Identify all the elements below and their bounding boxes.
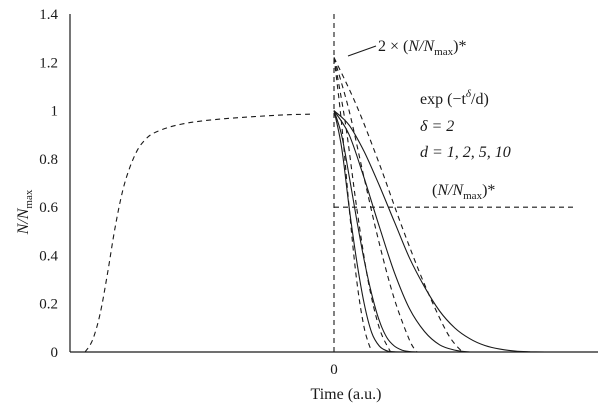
doubled-decay-curve-d5 bbox=[333, 57, 418, 353]
y-tick-label: 0.6 bbox=[39, 200, 58, 216]
doubled-decay-curve-d10 bbox=[333, 57, 463, 353]
x-tick-labels: 0 bbox=[330, 362, 338, 378]
decay-curve-d2 bbox=[333, 110, 418, 353]
y-tick-label: 1.2 bbox=[39, 55, 58, 71]
decay-curve-d1 bbox=[333, 110, 402, 353]
y-tick-label: 1.4 bbox=[39, 7, 58, 23]
y-tick-labels: 0 0.2 0.4 0.6 0.8 1 1.2 1.4 bbox=[39, 7, 58, 361]
y-tick-label: 0 bbox=[51, 345, 59, 361]
x-tick-label: 0 bbox=[330, 362, 338, 378]
decay-curve-d5 bbox=[333, 110, 470, 353]
doubled-annotation-leader bbox=[347, 45, 377, 57]
formula-annotation: exp (−tδ/d) bbox=[420, 88, 489, 108]
doubled-decay-curve-d1 bbox=[333, 57, 373, 353]
series-layer bbox=[84, 14, 576, 353]
x-axis-label: Time (a.u.) bbox=[311, 386, 382, 403]
y-axis-label: N/Nmax bbox=[15, 189, 35, 235]
y-tick-label: 1 bbox=[51, 104, 59, 120]
decay-curve-d10 bbox=[333, 110, 546, 353]
doubled-decay-curve-d2 bbox=[333, 57, 392, 353]
threshold-annotation: (N/Nmax)* bbox=[432, 182, 495, 202]
delta-annotation: δ = 2 bbox=[420, 118, 454, 135]
doubled-annotation: 2 × (N/Nmax)* bbox=[378, 38, 466, 58]
growth-curve bbox=[84, 113, 312, 353]
y-tick-label: 0.8 bbox=[39, 152, 58, 168]
y-tick-label: 0.4 bbox=[39, 248, 58, 264]
y-tick-label: 0.2 bbox=[39, 297, 58, 313]
d-values-annotation: d = 1, 2, 5, 10 bbox=[420, 144, 511, 161]
